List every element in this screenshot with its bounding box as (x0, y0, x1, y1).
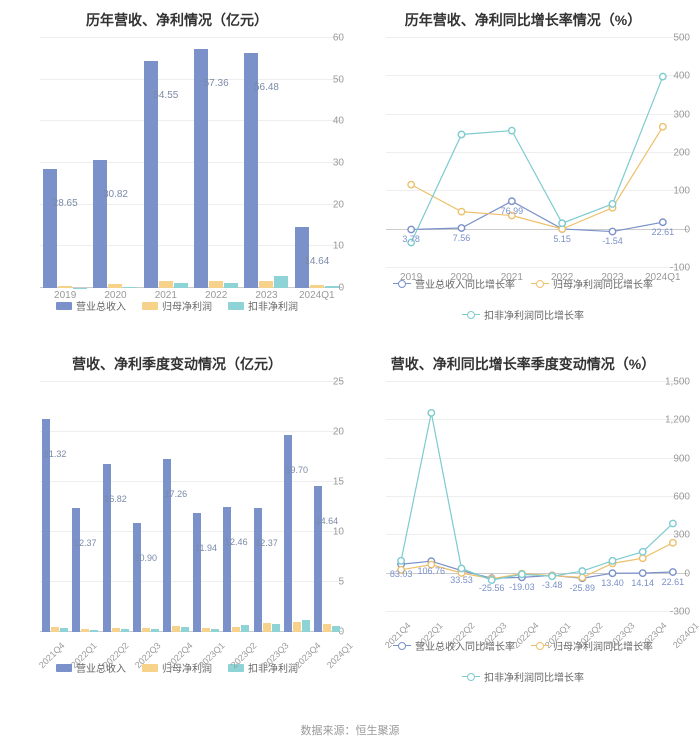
x-axis-label: 2020 (90, 290, 140, 301)
annual-growth-rate-chart: 历年营收、净利同比增长率情况（%）-10001002003004005003.7… (352, 6, 694, 346)
x-axis-label: 2023 (587, 272, 637, 283)
bar (323, 624, 331, 632)
bar-group: 17.26 (161, 382, 191, 632)
bar (209, 281, 223, 288)
x-axis-label: 2019 (40, 290, 90, 301)
chart-title: 历年营收、净利同比增长率情况（%） (352, 6, 694, 38)
bar (103, 464, 111, 632)
quarterly-growth-rate-chart: 营收、净利同比增长率季度变动情况（%）-30003006009001,2001,… (352, 350, 694, 710)
bar (223, 507, 231, 632)
bar-group: 12.37 (70, 382, 100, 632)
bar-group: 14.64 (292, 38, 342, 288)
bar-group: 19.70 (282, 382, 312, 632)
bar (193, 513, 201, 632)
bar-group: 54.55 (141, 38, 191, 288)
bar-group: 56.48 (241, 38, 291, 288)
x-axis-label: 2021 (141, 290, 191, 301)
x-axis-label: 2020 (436, 272, 486, 283)
x-axis-label: 2022 (191, 290, 241, 301)
bar-group: 30.82 (90, 38, 140, 288)
bar-group: 14.64 (312, 382, 342, 632)
chart-title: 历年营收、净利情况（亿元） (6, 6, 348, 38)
bar (272, 624, 280, 632)
bar-group: 11.94 (191, 382, 221, 632)
bar (314, 486, 322, 632)
bar (293, 622, 301, 632)
x-axis-label: 2024Q1 (638, 272, 688, 283)
bar-group: 12.46 (221, 382, 251, 632)
legend-item: 扣非净利润同比增长率 (462, 307, 584, 322)
x-axis-label: 2021 (487, 272, 537, 283)
bar-group: 57.36 (191, 38, 241, 288)
annual-revenue-profit-chart: 历年营收、净利情况（亿元）010203040506028.6530.8254.5… (6, 6, 348, 346)
data-source-label: 数据来源：恒生聚源 (0, 716, 700, 738)
bar (302, 620, 310, 632)
bar (241, 625, 249, 632)
bar (93, 160, 107, 288)
bar-group: 16.82 (100, 382, 130, 632)
charts-grid: 历年营收、净利情况（亿元）010203040506028.6530.8254.5… (0, 0, 700, 716)
x-axis-label: 2024Q1 (292, 290, 342, 301)
chart-title: 营收、净利同比增长率季度变动情况（%） (352, 350, 694, 382)
quarterly-revenue-profit-chart: 营收、净利季度变动情况（亿元）051015202521.3212.3716.82… (6, 350, 348, 710)
bar-group: 12.37 (251, 382, 281, 632)
bar-group: 10.90 (131, 382, 161, 632)
bar (72, 508, 80, 632)
legend-item: 扣非净利润同比增长率 (462, 669, 584, 684)
x-axis-label: 2023 (241, 290, 291, 301)
bar (274, 276, 288, 288)
bar (133, 523, 141, 632)
bar-group: 28.65 (40, 38, 90, 288)
bar (43, 169, 57, 288)
bar (163, 459, 171, 632)
bar (259, 281, 273, 288)
bar (263, 623, 271, 632)
bar (254, 508, 262, 632)
bar-group: 21.32 (40, 382, 70, 632)
chart-title: 营收、净利季度变动情况（亿元） (6, 350, 348, 382)
bar (159, 281, 173, 288)
